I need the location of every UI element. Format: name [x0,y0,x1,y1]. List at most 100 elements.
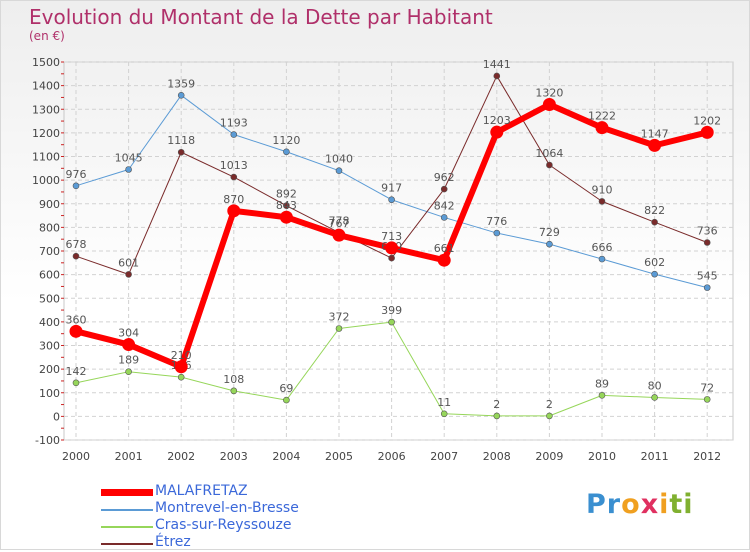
x-tick-label: 2011 [641,450,669,463]
data-point [227,204,241,218]
data-point [595,121,609,135]
data-point [72,252,80,260]
data-point [703,239,711,246]
y-tick-label: 600 [39,269,60,282]
data-label: 1120 [272,134,300,147]
y-tick-label: 100 [39,387,60,400]
x-tick-label: 2008 [483,450,511,463]
logo-letter: t [669,489,684,520]
data-point [493,412,501,420]
y-tick-label: 1400 [32,80,60,93]
data-label: 372 [329,310,350,323]
x-tick-label: 2009 [535,450,563,463]
x-tick-label: 2012 [693,450,721,463]
data-label: 661 [434,242,455,255]
data-label: 108 [223,373,244,386]
y-tick-label: 0 [53,410,60,423]
data-point [490,125,504,139]
data-label: 1064 [535,147,563,160]
data-label: 399 [381,304,402,317]
data-label: 976 [66,168,87,181]
data-label: 2 [546,398,553,411]
x-tick-label: 2010 [588,450,616,463]
x-tick-label: 2006 [378,450,406,463]
data-label: 842 [434,199,455,212]
data-point [279,210,293,224]
x-tick-label: 2002 [167,450,195,463]
data-point [177,373,185,381]
data-label: 767 [329,217,350,230]
data-point [230,387,238,395]
x-tick-label: 2007 [430,450,458,463]
data-label: 304 [118,327,139,340]
data-point [493,229,501,237]
data-label: 360 [66,313,87,326]
data-label: 1013 [220,159,248,172]
data-label: 776 [486,215,507,228]
data-label: 870 [223,193,244,206]
data-label: 80 [648,379,662,392]
data-label: 962 [434,171,455,184]
data-label: 1320 [535,87,563,100]
chart-title: Evolution du Montant de la Dette par Hab… [29,5,493,29]
data-point [651,270,658,278]
legend-swatch [101,489,153,496]
data-label: 11 [437,396,451,409]
data-label: 142 [66,365,87,378]
data-label: 1040 [325,153,353,166]
data-point [493,72,501,80]
data-point [125,368,132,376]
data-point [230,173,238,181]
logo-letter: r [606,489,622,520]
proxiti-logo: Proxiti [586,489,694,520]
data-point [283,148,290,156]
y-tick-label: -100 [35,434,60,447]
data-label: 1202 [693,114,721,127]
data-point [174,360,188,374]
data-label: 917 [381,182,402,195]
data-point [546,240,553,248]
data-point [542,98,556,112]
data-label: 892 [276,188,297,201]
logo-letter: i [659,489,670,520]
data-point [703,284,711,291]
data-point [125,166,132,173]
y-tick-label: 1200 [32,127,60,140]
data-label: 1118 [167,134,195,147]
logo-letter: o [621,489,641,520]
data-point [122,338,136,352]
data-label: 602 [644,256,665,269]
data-point [335,325,343,332]
legend-label: Étrez [155,534,191,550]
data-label: 910 [592,183,613,196]
x-tick-label: 2003 [220,450,248,463]
data-point [648,138,662,152]
data-point [651,218,658,226]
data-label: 1203 [483,114,511,127]
legend-label: Cras-sur-Reyssouze [155,517,292,533]
legend-label: MALAFRETAZ [155,483,248,499]
legend-swatch [101,526,153,528]
x-tick-label: 2005 [325,450,353,463]
data-label: 822 [644,204,665,217]
data-point [546,161,553,169]
y-tick-label: 300 [39,340,60,353]
data-label: 210 [171,349,192,362]
data-point [700,125,714,139]
data-point [177,92,185,99]
x-tick-label: 2001 [115,450,143,463]
y-tick-label: 1000 [32,174,60,187]
data-point [598,255,606,263]
data-point [177,148,185,156]
data-point [388,254,395,262]
x-tick-label: 2000 [62,450,90,463]
y-tick-label: 400 [39,316,60,329]
data-point [703,396,711,403]
data-label: 778 [329,215,350,228]
data-point [332,228,346,242]
data-label: 1222 [588,110,616,123]
legend-label: Montrevel-en-Bresse [155,500,299,516]
data-point [335,167,343,174]
